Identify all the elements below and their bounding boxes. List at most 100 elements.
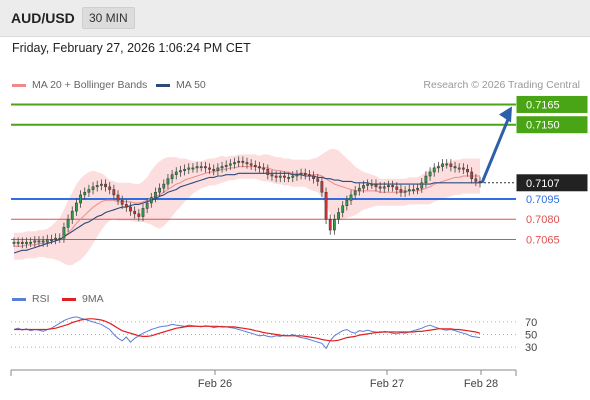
candle-body [104,183,107,188]
candle-body [70,210,74,220]
candle-body [382,186,386,189]
candle-body [75,202,78,212]
candle-body [45,239,49,243]
candle-body [87,189,91,193]
legend-ma50: MA 50 [156,79,206,91]
legend-bollinger-swatch [12,83,26,87]
candle-body [41,240,45,243]
chart-credit: Research © 2026 Trading Central [423,79,580,91]
candle-body [407,189,411,192]
candle-body [183,169,186,171]
legend-rsi-label: RSI [32,293,50,305]
legend-bollinger-label: MA 20 + Bollinger Bands [32,79,148,91]
candle-body [141,208,145,217]
forecast-arrow-line [480,118,510,184]
ma50-line [13,172,480,254]
x-tick-label-1: Feb 27 [370,378,404,390]
candle-body [262,167,266,170]
legend-rsi-swatch [12,297,26,301]
candle-body [149,197,153,204]
candle-body [154,191,157,198]
symbol-label: AUD/USD [11,10,75,26]
candle-body [387,185,390,188]
last-price-tag-bg [516,174,588,192]
candle-body [453,166,457,169]
candle-body [162,183,166,189]
candle-body [233,162,236,165]
bollinger-band-fill [14,149,480,266]
legend-ma50-swatch [156,83,170,87]
candle-body [374,183,378,188]
candle-body [195,166,199,169]
candle-body [12,241,16,244]
candle-body [79,194,82,204]
rsi-tick-70: 70 [525,317,537,329]
timeframe-badge[interactable]: 30 MIN [82,7,135,29]
candle-body [204,166,207,169]
target-tag-0.7150: 0.7150 [526,120,560,132]
candle-body [391,185,395,188]
candle-body [50,239,53,241]
rsi-line [13,316,481,350]
candle-body [362,185,365,189]
candle-body [199,166,203,169]
candle-body [187,167,191,170]
chart-datetime: Friday, February 27, 2026 1:06:24 PM CET [12,41,251,55]
rsi-tick-50: 50 [525,330,537,342]
candle-body [278,175,282,178]
candle-body [395,186,399,190]
candle-body [312,175,315,179]
candle-body [245,162,249,165]
candle-body [474,178,478,182]
candle-body [179,170,182,173]
candle-body [437,166,440,169]
candle-body [449,163,453,167]
candle-body [170,174,174,179]
candle-body [112,189,116,196]
candle-body [54,237,57,240]
candle-body [412,189,415,191]
candle-body [191,167,195,170]
candle-body [349,194,353,201]
candle-body [116,194,120,201]
legend-bollinger: MA 20 + Bollinger Bands [12,79,147,91]
candle-body [266,169,270,175]
candle-body [466,169,469,173]
chart-header: AUD/USD 30 MIN [0,0,590,37]
candle-body [212,169,216,171]
candle-body [237,160,241,163]
target-tag-0.7150-bg [516,116,588,134]
candle-body [137,213,141,217]
candle-body [58,237,62,240]
candle-body [95,185,99,188]
candle-body [158,187,162,193]
candle-body [37,240,41,243]
candle-body [120,200,124,205]
candle-body [99,183,103,186]
candle-body [332,218,336,231]
legend-rsi: RSI [12,293,50,305]
candle-body [83,191,87,196]
candle-body [129,206,132,212]
candle-body [399,189,403,193]
candle-body [66,218,70,228]
candle-body [303,173,307,175]
legend-ma9-label: 9MA [82,293,104,305]
x-tick-label-2: Feb 28 [464,378,498,390]
candle-body [224,164,228,167]
candle-body [291,175,295,178]
candle-body [403,190,407,193]
candle-body [133,210,137,215]
candle-body [420,182,424,189]
target-tag-0.7165-bg [516,95,588,113]
x-tick-label-0: Feb 26 [198,378,232,390]
candle-body [345,200,349,206]
candle-body [461,167,465,170]
support-tag-0.7065: 0.7065 [526,234,560,246]
candle-body [457,167,461,170]
candle-body [308,174,311,177]
candle-body [25,241,28,244]
target-tag-0.7165: 0.7165 [526,99,560,111]
candle-body [341,205,345,213]
